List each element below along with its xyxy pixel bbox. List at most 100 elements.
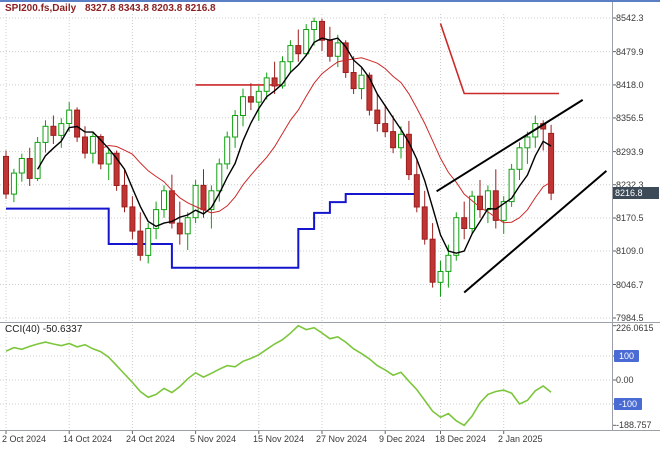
candle-body	[469, 195, 476, 229]
time-axis-label: 14 Oct 2024	[63, 434, 113, 444]
candle-body	[279, 61, 286, 87]
ohlc-values: 8327.8 8343.8 8203.8 8216.8	[84, 3, 216, 14]
candle-body	[413, 174, 420, 208]
candle-body	[216, 163, 223, 192]
panel-separator[interactable]	[0, 322, 660, 323]
candle-body	[326, 39, 333, 57]
indicator-axis-label: 226.0615	[616, 323, 654, 333]
indicator-axis-label: -188.757	[616, 420, 652, 430]
candle-body	[358, 74, 365, 90]
candle-body	[390, 131, 397, 149]
candle-body	[421, 206, 428, 240]
candle-body	[232, 115, 239, 138]
price-axis-separator	[612, 2, 613, 430]
price-axis[interactable]: 8542.3 8479.9 8418.0 8356.5 8293.9 8232.3 8170…	[613, 0, 659, 323]
price-axis-label: 8479.9	[616, 47, 644, 57]
price-axis-label: 8293.9	[616, 147, 644, 157]
candle-body	[398, 133, 404, 149]
candle-body	[105, 152, 112, 165]
candle-body	[240, 96, 246, 116]
ma-slow-line	[100, 57, 552, 224]
candle-body	[74, 109, 81, 138]
candles	[3, 17, 555, 297]
candle-body	[255, 90, 262, 103]
candle-body	[508, 168, 515, 203]
candle-body	[184, 217, 191, 235]
indicator-label: CCI(40) -50.6337	[5, 324, 82, 335]
candle-body	[208, 190, 215, 211]
price-axis-label: 8046.7	[616, 280, 644, 290]
candle-body	[153, 209, 160, 229]
candle-body	[137, 230, 144, 256]
time-axis[interactable]: 2 Oct 2024 14 Oct 2024 24 Oct 2024 5 Nov 20…	[0, 431, 612, 449]
candle-body	[113, 152, 120, 186]
window-top-border	[0, 0, 660, 2]
candle-body	[10, 172, 17, 195]
candle-body	[168, 190, 175, 224]
black-trendlines[interactable]	[436, 99, 608, 294]
candle-body	[34, 141, 41, 179]
indicator-level-badge: -100	[614, 398, 643, 410]
candle-body	[484, 190, 491, 211]
symbol-period-label: SPI200.fs,Daily	[5, 3, 77, 14]
candle-body	[366, 74, 373, 111]
candle-body	[548, 132, 555, 194]
price-axis-label: 7984.5	[616, 313, 644, 323]
time-axis-separator	[0, 430, 660, 431]
candle-body	[492, 190, 499, 221]
time-axis-label: 18 Dec 2024	[435, 434, 487, 444]
cci-line	[5, 324, 552, 427]
candle-body	[516, 147, 523, 170]
candle-body	[192, 184, 199, 219]
chart-title: SPI200.fs,Daily 8327.8 8343.8 8203.8 821…	[5, 3, 216, 14]
candle-body	[334, 42, 341, 57]
candle-body	[50, 125, 57, 136]
candle-body	[176, 222, 183, 235]
time-axis-label: 24 Oct 2024	[126, 434, 176, 444]
candle-body	[319, 20, 325, 41]
axis-ticks	[5, 17, 616, 434]
blue-step-line	[6, 193, 417, 269]
candle-body	[311, 20, 318, 30]
time-axis-label: 9 Dec 2024	[379, 434, 426, 444]
price-axis-label: 8232.3	[616, 180, 644, 190]
current-price-badge: 8216.8	[613, 187, 659, 199]
ma-fast-line	[36, 37, 552, 254]
indicator-level-badge: 100	[614, 350, 640, 362]
time-axis-label: 27 Nov 2024	[316, 434, 368, 444]
time-axis-label: 5 Nov 2024	[190, 434, 237, 444]
candle-body	[3, 155, 9, 195]
time-axis-label: 2 Jan 2025	[498, 434, 543, 444]
indicator-axis[interactable]: 226.0615 100 0.00 -100 -188.757	[613, 322, 659, 430]
candle-body	[26, 158, 33, 179]
time-axis-label: 15 Nov 2024	[253, 434, 305, 444]
candle-body	[382, 123, 389, 133]
trendline[interactable]	[436, 99, 584, 193]
candle-body	[200, 184, 207, 211]
candle-body	[161, 190, 167, 211]
red-resistance-lines	[195, 23, 559, 95]
time-axis-label: 2 Oct 2024	[2, 434, 47, 444]
candle-body	[224, 136, 231, 165]
candle-body	[374, 109, 381, 124]
candle-body	[287, 45, 294, 63]
candle-body	[350, 72, 357, 90]
candle-body	[405, 133, 412, 176]
candle-body	[500, 201, 507, 221]
candle-body	[477, 195, 483, 211]
candle-body	[271, 77, 278, 87]
candle-body	[247, 96, 254, 103]
candle-body	[97, 136, 104, 165]
price-axis-label: 8170.5	[616, 213, 644, 223]
price-axis-label: 8356.5	[616, 113, 644, 123]
price-axis-label: 8418.0	[616, 80, 644, 90]
candle-body	[58, 123, 65, 136]
trendline[interactable]	[463, 170, 608, 294]
candle-body	[18, 158, 25, 174]
candle-body	[453, 217, 460, 256]
price-axis-label: 8542.3	[616, 13, 644, 23]
candle-body	[429, 238, 436, 283]
candle-body	[342, 42, 349, 74]
